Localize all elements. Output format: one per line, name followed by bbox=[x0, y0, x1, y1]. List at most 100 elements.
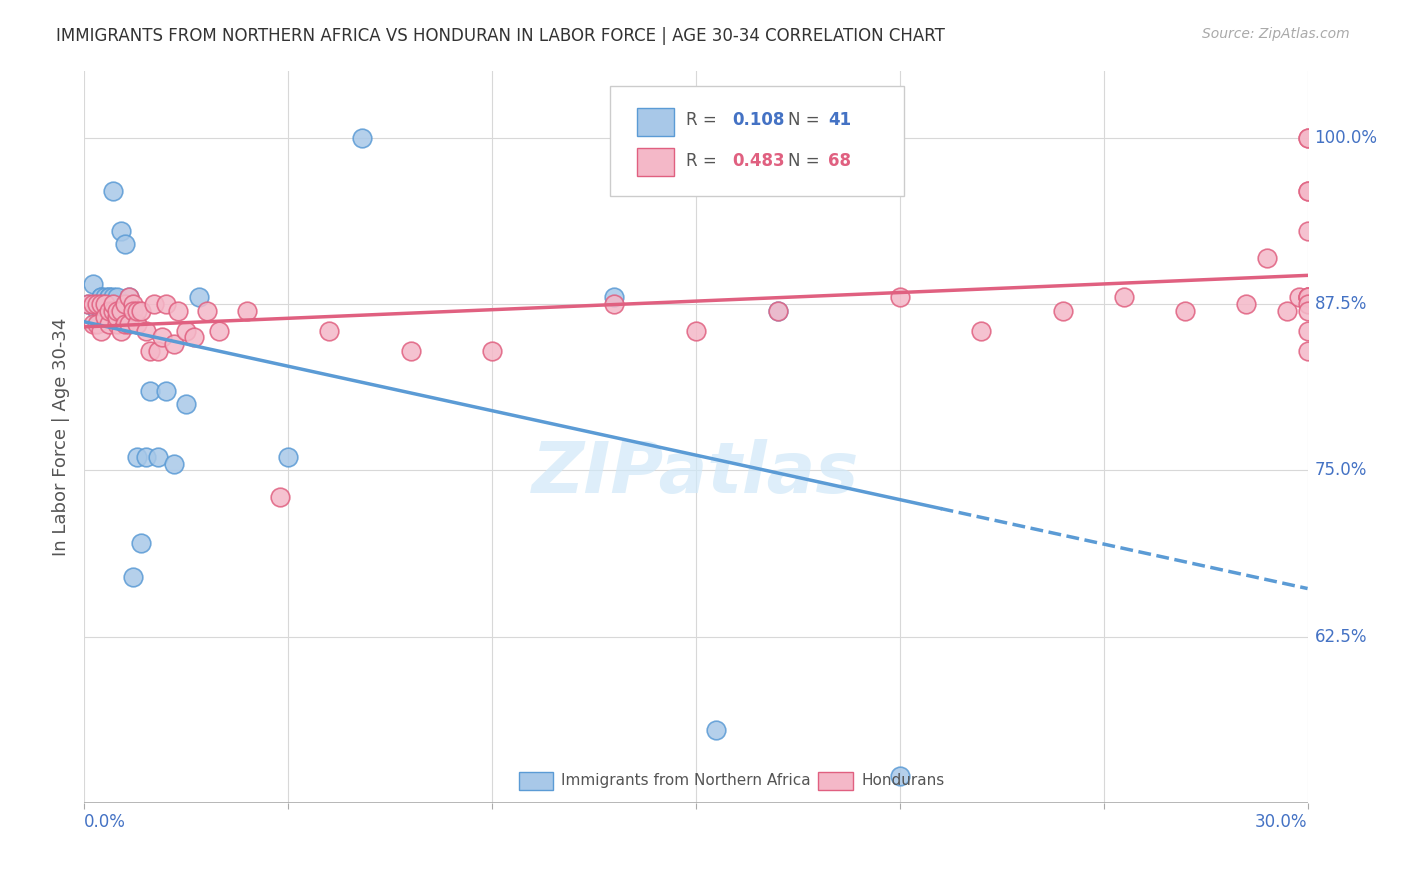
Text: ZIPatlas: ZIPatlas bbox=[533, 439, 859, 508]
Point bbox=[82, 297, 104, 311]
Point bbox=[685, 324, 707, 338]
Point bbox=[118, 290, 141, 304]
Point bbox=[208, 324, 231, 338]
Point bbox=[1296, 303, 1319, 318]
Text: 87.5%: 87.5% bbox=[1315, 295, 1367, 313]
Point bbox=[131, 536, 153, 550]
Point bbox=[97, 290, 120, 304]
Point bbox=[131, 303, 153, 318]
Point bbox=[481, 343, 503, 358]
Point bbox=[105, 303, 128, 318]
Point bbox=[93, 297, 115, 311]
Point bbox=[150, 330, 173, 344]
Point bbox=[766, 303, 789, 318]
Bar bbox=[818, 772, 852, 789]
Text: Immigrants from Northern Africa: Immigrants from Northern Africa bbox=[561, 773, 811, 789]
Bar bbox=[637, 108, 673, 136]
Y-axis label: In Labor Force | Age 30-34: In Labor Force | Age 30-34 bbox=[52, 318, 70, 557]
Point bbox=[146, 450, 169, 464]
Point bbox=[86, 303, 108, 318]
Point bbox=[1296, 131, 1319, 145]
Point bbox=[167, 303, 190, 318]
Point bbox=[77, 297, 100, 311]
Point bbox=[174, 397, 197, 411]
Text: 75.0%: 75.0% bbox=[1315, 461, 1367, 479]
Text: 0.483: 0.483 bbox=[733, 152, 786, 169]
Point bbox=[122, 297, 145, 311]
Point bbox=[187, 290, 209, 304]
Point bbox=[114, 317, 136, 331]
Point bbox=[163, 457, 186, 471]
Text: Hondurans: Hondurans bbox=[860, 773, 945, 789]
Point bbox=[110, 303, 132, 318]
Point bbox=[135, 324, 156, 338]
Point bbox=[127, 317, 149, 331]
Point bbox=[1275, 303, 1298, 318]
Text: 62.5%: 62.5% bbox=[1315, 628, 1367, 646]
Point bbox=[1112, 290, 1135, 304]
Point bbox=[105, 303, 128, 318]
Point bbox=[155, 297, 177, 311]
Point bbox=[82, 317, 104, 331]
Point bbox=[350, 131, 373, 145]
Point bbox=[90, 290, 112, 304]
Point bbox=[603, 290, 626, 304]
Point bbox=[970, 324, 993, 338]
Text: 30.0%: 30.0% bbox=[1256, 814, 1308, 831]
Point bbox=[90, 290, 112, 304]
Point bbox=[138, 343, 160, 358]
Point bbox=[110, 224, 132, 238]
Point bbox=[1296, 184, 1319, 198]
Point bbox=[101, 290, 124, 304]
Point bbox=[97, 297, 120, 311]
Point bbox=[86, 297, 108, 311]
Text: 0.0%: 0.0% bbox=[84, 814, 127, 831]
Text: IMMIGRANTS FROM NORTHERN AFRICA VS HONDURAN IN LABOR FORCE | AGE 30-34 CORRELATI: IMMIGRANTS FROM NORTHERN AFRICA VS HONDU… bbox=[56, 27, 945, 45]
Point bbox=[122, 570, 145, 584]
Point bbox=[105, 290, 128, 304]
Point bbox=[704, 131, 728, 145]
Point bbox=[114, 237, 136, 252]
Point bbox=[93, 297, 115, 311]
Point bbox=[236, 303, 259, 318]
Point bbox=[1296, 290, 1319, 304]
Point bbox=[90, 324, 112, 338]
Text: 0.108: 0.108 bbox=[733, 112, 785, 129]
Bar bbox=[519, 772, 553, 789]
Point bbox=[1174, 303, 1197, 318]
Point bbox=[118, 290, 141, 304]
Point bbox=[163, 337, 186, 351]
FancyBboxPatch shape bbox=[610, 86, 904, 195]
Point bbox=[110, 303, 132, 318]
Point bbox=[105, 310, 128, 325]
Point bbox=[155, 384, 177, 398]
Point bbox=[1052, 303, 1074, 318]
Point bbox=[1296, 343, 1319, 358]
Point bbox=[101, 303, 124, 318]
Point bbox=[93, 310, 115, 325]
Text: 100.0%: 100.0% bbox=[1315, 128, 1378, 147]
Text: R =: R = bbox=[686, 112, 723, 129]
Point bbox=[183, 330, 205, 344]
Point bbox=[135, 450, 156, 464]
Point bbox=[82, 277, 104, 292]
Point bbox=[889, 769, 911, 783]
Point bbox=[138, 384, 160, 398]
Point bbox=[97, 303, 120, 318]
Point bbox=[889, 290, 911, 304]
Text: R =: R = bbox=[686, 152, 723, 169]
Point bbox=[1296, 131, 1319, 145]
Text: N =: N = bbox=[787, 112, 824, 129]
Point bbox=[86, 317, 108, 331]
Point bbox=[277, 450, 299, 464]
Point bbox=[105, 317, 128, 331]
Point bbox=[127, 303, 149, 318]
Point bbox=[90, 303, 112, 318]
Point bbox=[97, 317, 120, 331]
Point bbox=[603, 297, 626, 311]
Point bbox=[127, 450, 149, 464]
Point bbox=[97, 290, 120, 304]
Bar bbox=[637, 148, 673, 176]
Point bbox=[1234, 297, 1257, 311]
Point bbox=[114, 297, 136, 311]
